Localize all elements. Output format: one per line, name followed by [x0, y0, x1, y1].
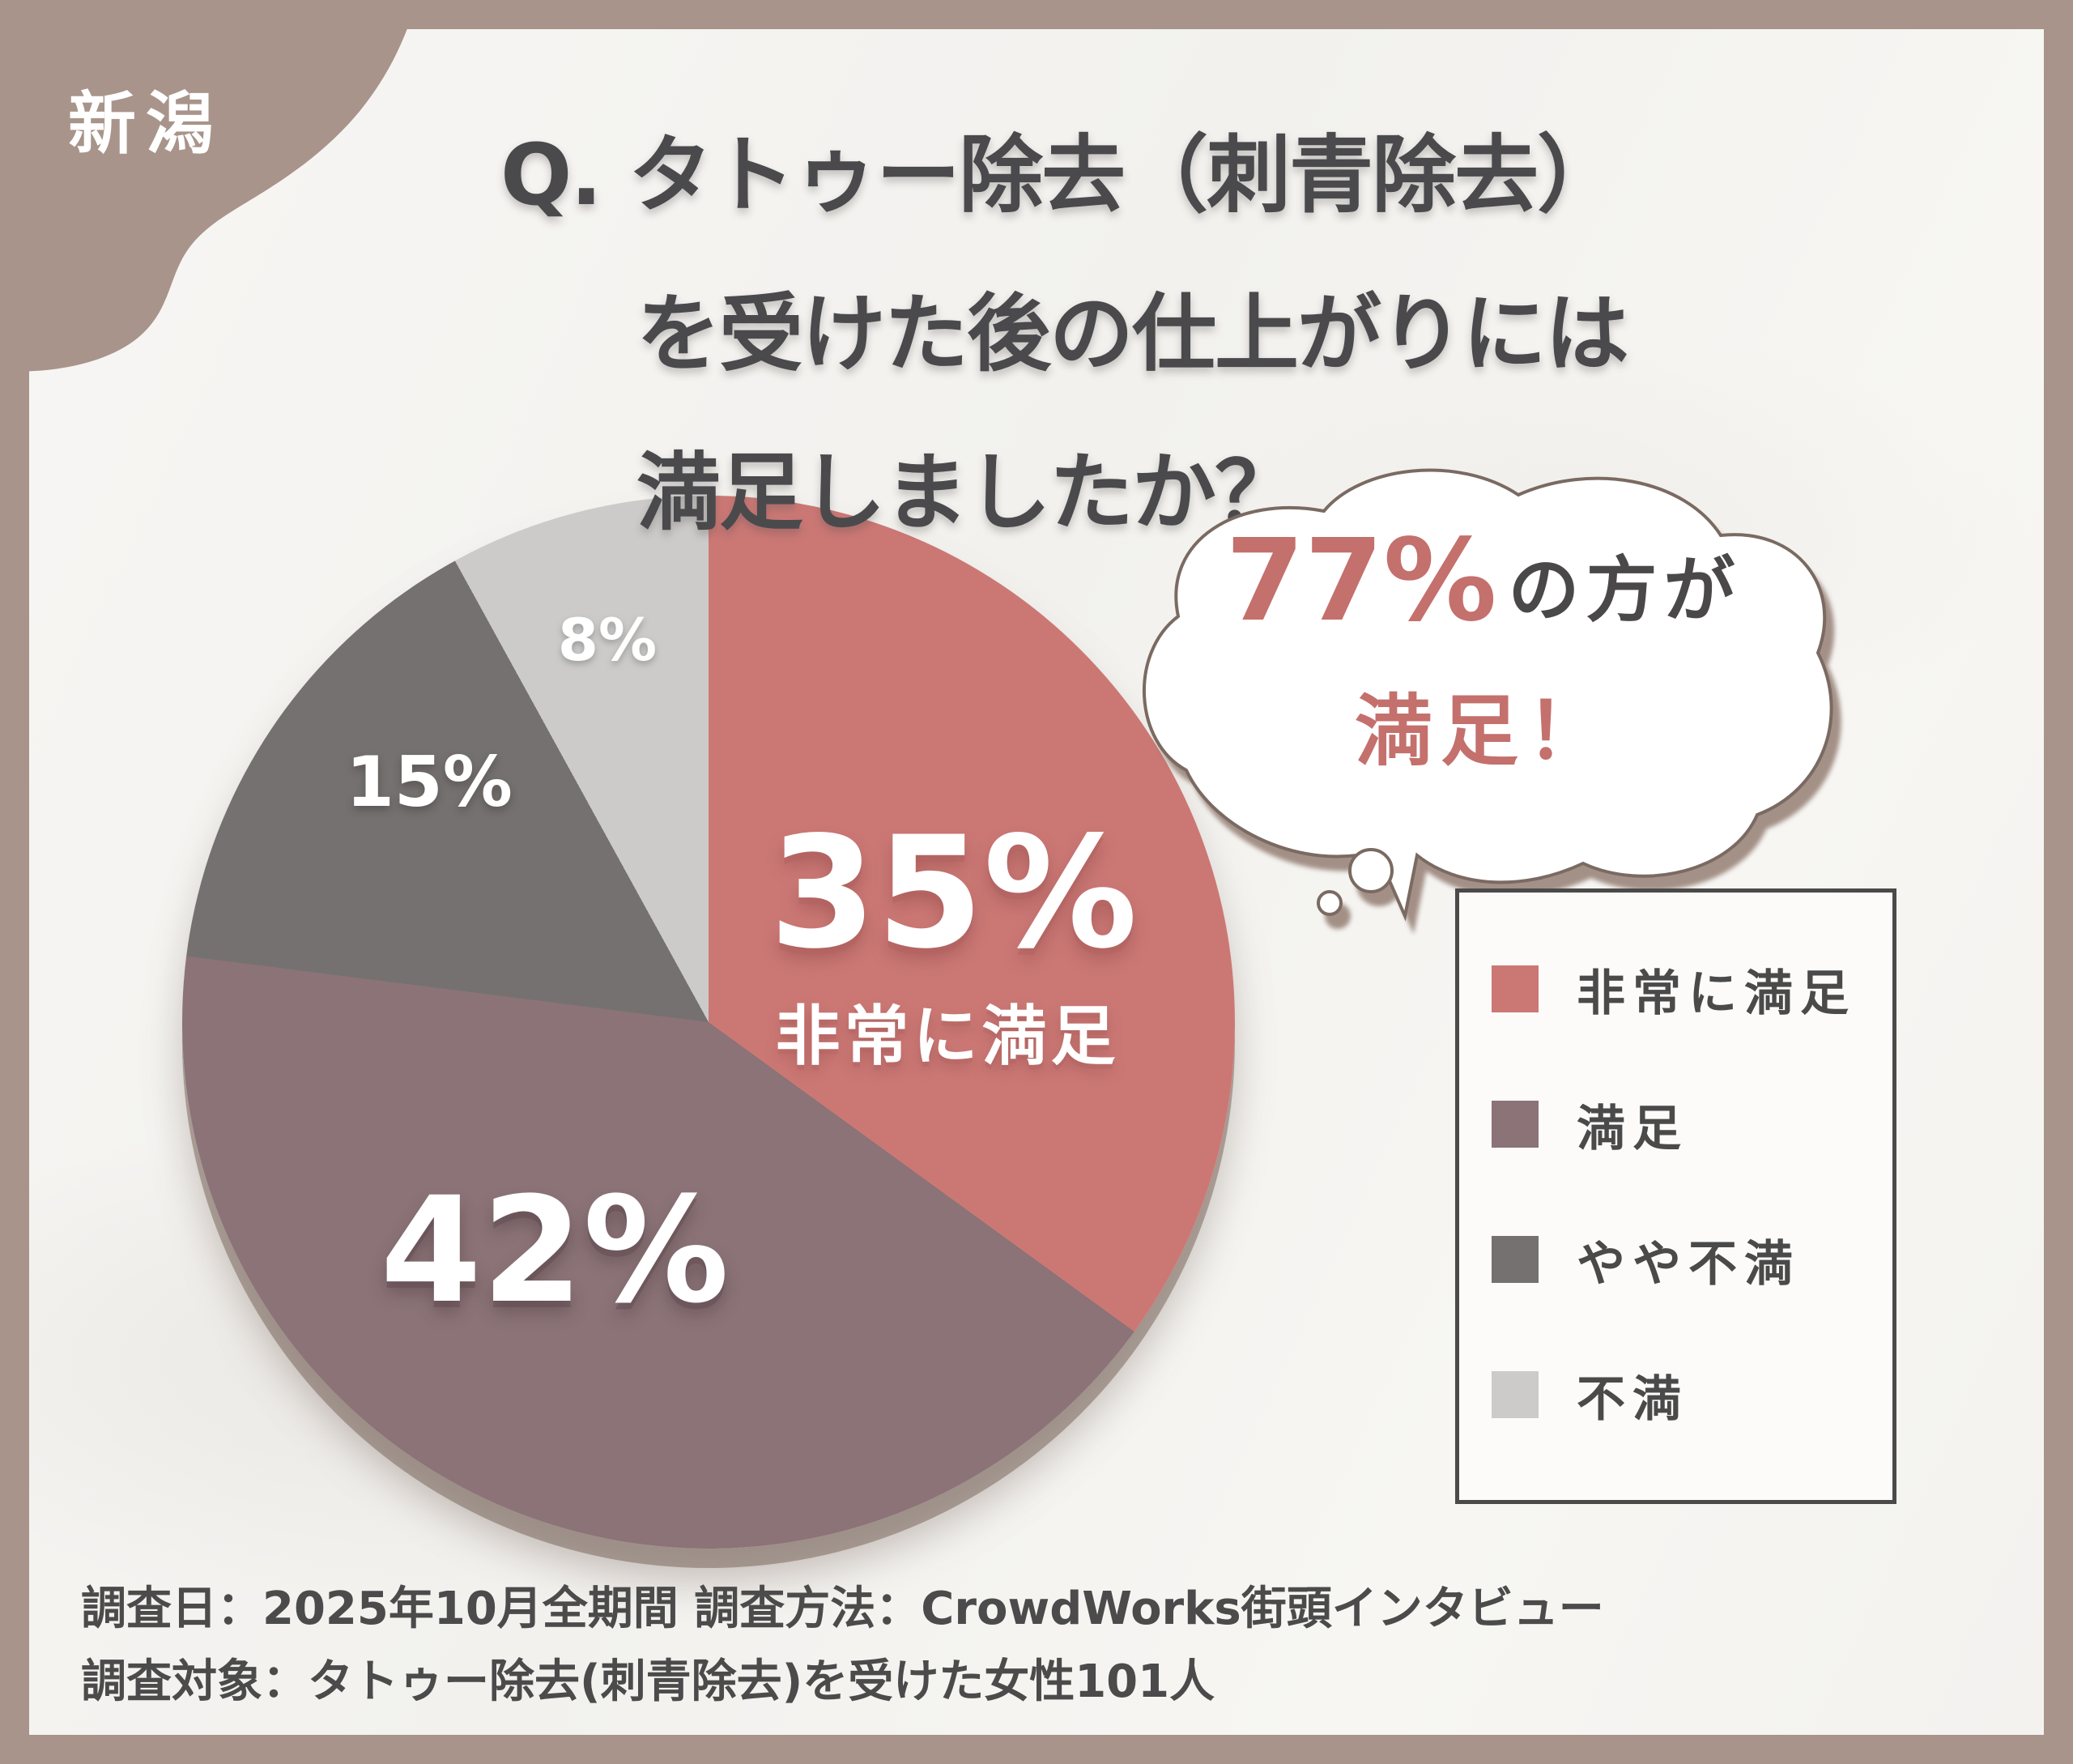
title-line-1: Q. タトゥー除去（刺青除去）	[500, 126, 1621, 224]
legend-item-somewhat-dissatisfied: やや不満	[1492, 1236, 1892, 1293]
legend-label-dissatisfied: 不満	[1577, 1370, 1688, 1428]
footer-line-2: 調査対象：タトゥー除去(刺青除去)を受けた女性101人	[81, 1655, 1215, 1708]
thought-dot-large	[1348, 848, 1394, 893]
title-line-3: 満足しましたか？	[636, 443, 1299, 542]
title-line-2: を受けた後の仕上がりには	[636, 284, 1629, 383]
corner-blob-shape	[0, 0, 417, 372]
footer-line-1: 調査日：2025年10月全期間 調査方法：CrowdWorks街頭インタビュー	[81, 1583, 1604, 1635]
legend-label-satisfied: 満足	[1577, 1100, 1688, 1157]
speech-bubble	[1142, 468, 1833, 922]
bubble-percent: 77%	[1225, 515, 1497, 647]
legend-swatch-very-satisfied	[1492, 965, 1539, 1012]
legend-label-somewhat-dissatisfied: やや不満	[1577, 1235, 1800, 1293]
pie-chart	[182, 496, 1235, 1549]
bubble-suffix: の方が	[1508, 548, 1742, 632]
legend-swatch-somewhat-dissatisfied	[1492, 1236, 1539, 1283]
legend-item-very-satisfied: 非常に満足	[1492, 965, 1892, 1022]
pie-label-very-satisfied: 35% 非常に満足	[769, 803, 1138, 1078]
legend-item-dissatisfied: 不満	[1492, 1371, 1892, 1428]
corner-blob	[0, 0, 417, 372]
question-title: Q. タトゥー除去（刺青除去） を受けた後の仕上がりには 満足しましたか？	[500, 96, 1629, 572]
bubble-emphasis: 満足！	[1355, 686, 1612, 777]
badge-label: 新潟	[68, 84, 224, 164]
thought-dot-small	[1317, 890, 1343, 916]
legend-item-satisfied: 満足	[1492, 1101, 1892, 1157]
pie-label-somewhat-dissatisfied: 15%	[346, 742, 513, 823]
legend-label-very-satisfied: 非常に満足	[1577, 965, 1856, 1022]
speech-bubble-shape	[1142, 468, 1833, 922]
footer: 調査日：2025年10月全期間 調査方法：CrowdWorks街頭インタビュー …	[81, 1573, 1604, 1719]
pie-category-very-satisfied: 非常に満足	[775, 999, 1120, 1074]
legend-swatch-satisfied	[1492, 1101, 1539, 1148]
pie-label-dissatisfied: 8%	[557, 606, 658, 674]
pie-label-satisfied: 42%	[380, 1166, 730, 1336]
legend-box: 非常に満足 満足 やや不満 不満	[1455, 888, 1896, 1504]
legend-swatch-dissatisfied	[1492, 1371, 1539, 1418]
pie-value-very-satisfied: 35%	[769, 803, 1138, 982]
bubble-annotation: 77% の方が 満足！	[1200, 515, 1767, 781]
